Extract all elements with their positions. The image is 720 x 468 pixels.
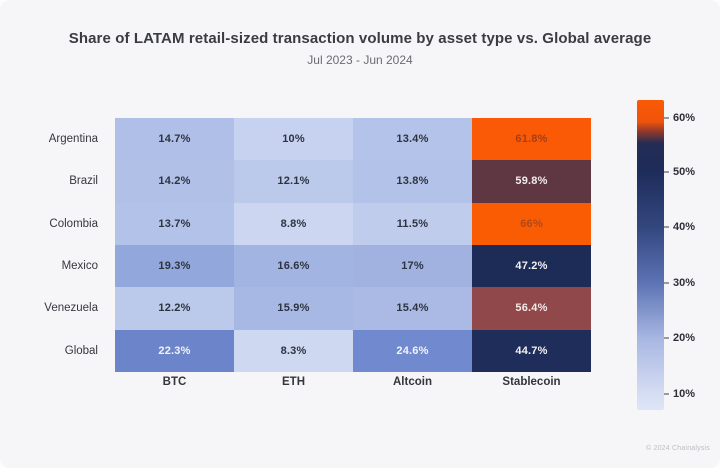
heatmap-cell-brazil-stablecoin: 59.8% — [472, 160, 591, 203]
tick-label: 40% — [673, 221, 696, 234]
row-label-colombia: Colombia — [49, 217, 98, 230]
heatmap-cell-brazil-eth: 12.1% — [234, 160, 353, 203]
tick-mark — [664, 117, 669, 119]
heatmap-cell-brazil-altcoin: 13.8% — [353, 160, 472, 203]
heatmap-cell-mexico-altcoin: 17% — [353, 244, 472, 288]
column-label-eth: ETH — [282, 376, 305, 388]
heatmap-cell-global-eth: 8.3% — [234, 329, 353, 372]
column-label-stablecoin: Stablecoin — [502, 376, 561, 388]
colorbar-gradient — [637, 100, 664, 410]
attribution-text: © 2024 Chainalysis — [645, 445, 710, 452]
colorbar-ticks: 60% 50% 40% 30% 20% 10% — [664, 100, 720, 410]
heatmap-cell-venezuela-eth: 15.9% — [234, 287, 353, 330]
heatmap-cell-argentina-eth: 10% — [234, 118, 353, 161]
tick-label: 30% — [673, 276, 696, 289]
heatmap-cell-venezuela-altcoin: 15.4% — [353, 287, 472, 330]
colorbar-tick-20: 20% — [664, 332, 695, 344]
row-label-venezuela: Venezuela — [44, 302, 98, 315]
heatmap-column-labels: BTC ETH Altcoin Stablecoin — [115, 376, 591, 388]
heatmap-cell-global-altcoin: 24.6% — [353, 329, 472, 372]
heatmap-cell-mexico-stablecoin: 47.2% — [472, 244, 591, 288]
colorbar-tick-40: 40% — [664, 221, 695, 233]
heatmap-cell-mexico-btc: 19.3% — [115, 244, 234, 288]
heatmap-cell-global-stablecoin: 44.7% — [472, 329, 591, 372]
row-label-mexico: Mexico — [61, 260, 98, 273]
tick-label: 60% — [673, 111, 696, 124]
heatmap-cell-colombia-btc: 13.7% — [115, 202, 234, 245]
heatmap-cell-argentina-altcoin: 13.4% — [353, 118, 472, 161]
heatmap-cell-mexico-eth: 16.6% — [234, 244, 353, 288]
colorbar-tick-30: 30% — [664, 277, 695, 289]
heatmap-cell-venezuela-stablecoin: 56.4% — [472, 287, 591, 330]
colorbar-tick-60: 60% — [664, 112, 695, 124]
column-label-btc: BTC — [162, 376, 187, 388]
column-label-altcoin: Altcoin — [393, 376, 432, 388]
heatmap-cell-colombia-stablecoin: 66% — [472, 202, 591, 245]
chart-title: Share of LATAM retail-sized transaction … — [68, 30, 652, 47]
tick-label: 10% — [673, 387, 696, 400]
heatmap-cell-argentina-btc: 14.7% — [115, 118, 234, 161]
chart-subtitle: Jul 2023 - Jun 2024 — [307, 53, 413, 67]
heatmap-grid: 14.7% 10% 13.4% 61.8% 14.2% 12.1% 13.8% 59.8% 13… — [115, 118, 591, 372]
tick-label: 20% — [673, 332, 696, 345]
colorbar-tick-10: 10% — [664, 388, 695, 400]
row-label-global: Global — [64, 344, 98, 357]
colorbar-tick-50: 50% — [664, 166, 695, 178]
tick-mark — [664, 282, 669, 284]
tick-label: 50% — [673, 165, 696, 178]
heatmap-cell-brazil-btc: 14.2% — [115, 160, 234, 203]
heatmap-cell-colombia-eth: 8.8% — [234, 202, 353, 245]
heatmap-cell-global-btc: 22.3% — [115, 329, 234, 372]
tick-mark — [664, 171, 669, 173]
tick-mark — [664, 226, 669, 228]
heatmap-cell-colombia-altcoin: 11.5% — [353, 202, 472, 245]
row-label-brazil: Brazil — [69, 175, 98, 188]
heatmap-cell-argentina-stablecoin: 61.8% — [472, 118, 591, 161]
row-label-argentina: Argentina — [48, 133, 98, 146]
tick-mark — [664, 337, 669, 339]
heatmap-row-labels: Argentina Brazil Colombia Mexico Venezuela Gl… — [0, 118, 107, 372]
tick-mark — [664, 393, 669, 395]
heatmap-cell-venezuela-btc: 12.2% — [115, 287, 234, 330]
